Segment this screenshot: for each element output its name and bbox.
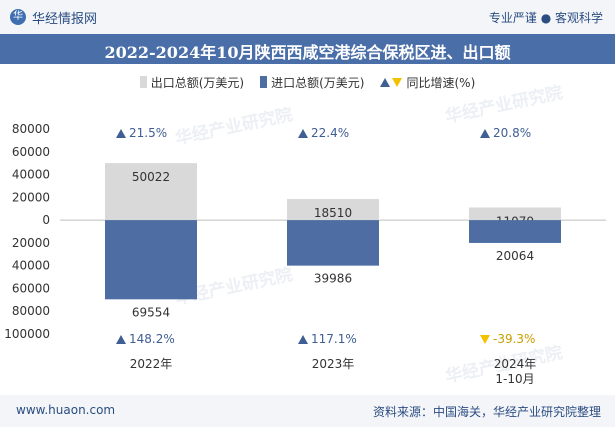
- chart-title: 2022-2024年10月陕西西咸空港综合保税区进、出口额: [104, 43, 511, 62]
- legend-import-label: 进口总额(万美元): [271, 75, 365, 90]
- brand[interactable]: 华 华经情报网: [10, 8, 98, 27]
- import-growth-up-arrow-icon: [298, 335, 308, 344]
- export-value-label: 50022: [132, 170, 170, 184]
- y-tick-label: 100000: [4, 327, 50, 341]
- import-value-label: 20064: [496, 249, 534, 263]
- import-value-label: 39986: [314, 272, 352, 286]
- x-category-label: 1-10月: [495, 372, 534, 386]
- watermark-2: 华经产业研究院: [443, 82, 564, 127]
- import-growth-label: 117.1%: [311, 332, 357, 346]
- y-tick-label: 60000: [12, 281, 50, 295]
- import-growth-up-arrow-icon: [116, 335, 126, 344]
- legend-export-label: 出口总额(万美元): [150, 75, 245, 90]
- export-bar: [105, 163, 197, 221]
- y-tick-label: 20000: [12, 190, 50, 204]
- export-growth-label: 21.5%: [129, 126, 167, 140]
- import-bar: [105, 220, 197, 300]
- import-growth-label: 148.2%: [129, 332, 175, 346]
- title-bar: 2022-2024年10月陕西西咸空港综合保税区进、出口额: [0, 34, 615, 64]
- y-tick-label: 40000: [12, 168, 50, 182]
- slogan: 专业严谨 ● 客观科学: [488, 11, 603, 25]
- footer: www.huaon.com 资料来源：中国海关，华经产业研究院整理: [0, 395, 615, 427]
- y-tick-label: 20000: [12, 236, 50, 250]
- legend-growth: 同比增速(%): [380, 74, 475, 91]
- footer-site[interactable]: www.huaon.com: [16, 403, 116, 417]
- legend-import-swatch: [260, 76, 268, 88]
- legend-growth-label: 同比增速(%): [406, 75, 476, 90]
- export-value-label: 18510: [314, 206, 352, 220]
- import-value-label: 69554: [132, 305, 170, 319]
- x-category-label: 2024年: [494, 357, 537, 371]
- legend: 出口总额(万美元) 进口总额(万美元) 同比增速(%): [0, 72, 615, 92]
- watermark-0: 华经产业研究院: [173, 104, 294, 149]
- import-growth-down-arrow-icon: [480, 335, 490, 344]
- y-tick-label: 80000: [12, 304, 50, 318]
- y-tick-label: 60000: [12, 145, 50, 159]
- down-arrow-icon: [392, 77, 403, 87]
- import-growth-label: -39.3%: [493, 332, 535, 346]
- y-tick-label: 40000: [12, 259, 50, 273]
- x-category-label: 2023年: [312, 357, 355, 371]
- legend-export: 出口总额(万美元): [139, 74, 245, 91]
- import-bar: [469, 220, 561, 243]
- legend-export-swatch: [139, 76, 147, 88]
- export-bar: [287, 199, 379, 221]
- legend-import: 进口总额(万美元): [260, 74, 364, 91]
- footer-source: 资料来源：中国海关，华经产业研究院整理: [372, 405, 601, 419]
- export-growth-up-arrow-icon: [298, 129, 308, 138]
- export-growth-up-arrow-icon: [480, 129, 490, 138]
- top-bar: 华 华经情报网 专业严谨 ● 客观科学: [0, 0, 615, 34]
- import-bar: [287, 220, 379, 266]
- export-growth-up-arrow-icon: [116, 129, 126, 138]
- y-tick-label: 80000: [12, 122, 50, 136]
- y-tick-label: 0: [42, 213, 50, 227]
- brand-logo-icon: 华: [10, 9, 26, 25]
- brand-name: 华经情报网: [32, 11, 98, 27]
- up-arrow-icon: [380, 77, 391, 87]
- export-growth-label: 20.8%: [493, 126, 531, 140]
- export-growth-label: 22.4%: [311, 126, 349, 140]
- export-bar: [469, 207, 561, 221]
- bar-chart: 华经产业研究院华经产业研究院华经产业研究院华经产业研究院800006000040…: [4, 82, 606, 387]
- x-category-label: 2022年: [130, 357, 173, 371]
